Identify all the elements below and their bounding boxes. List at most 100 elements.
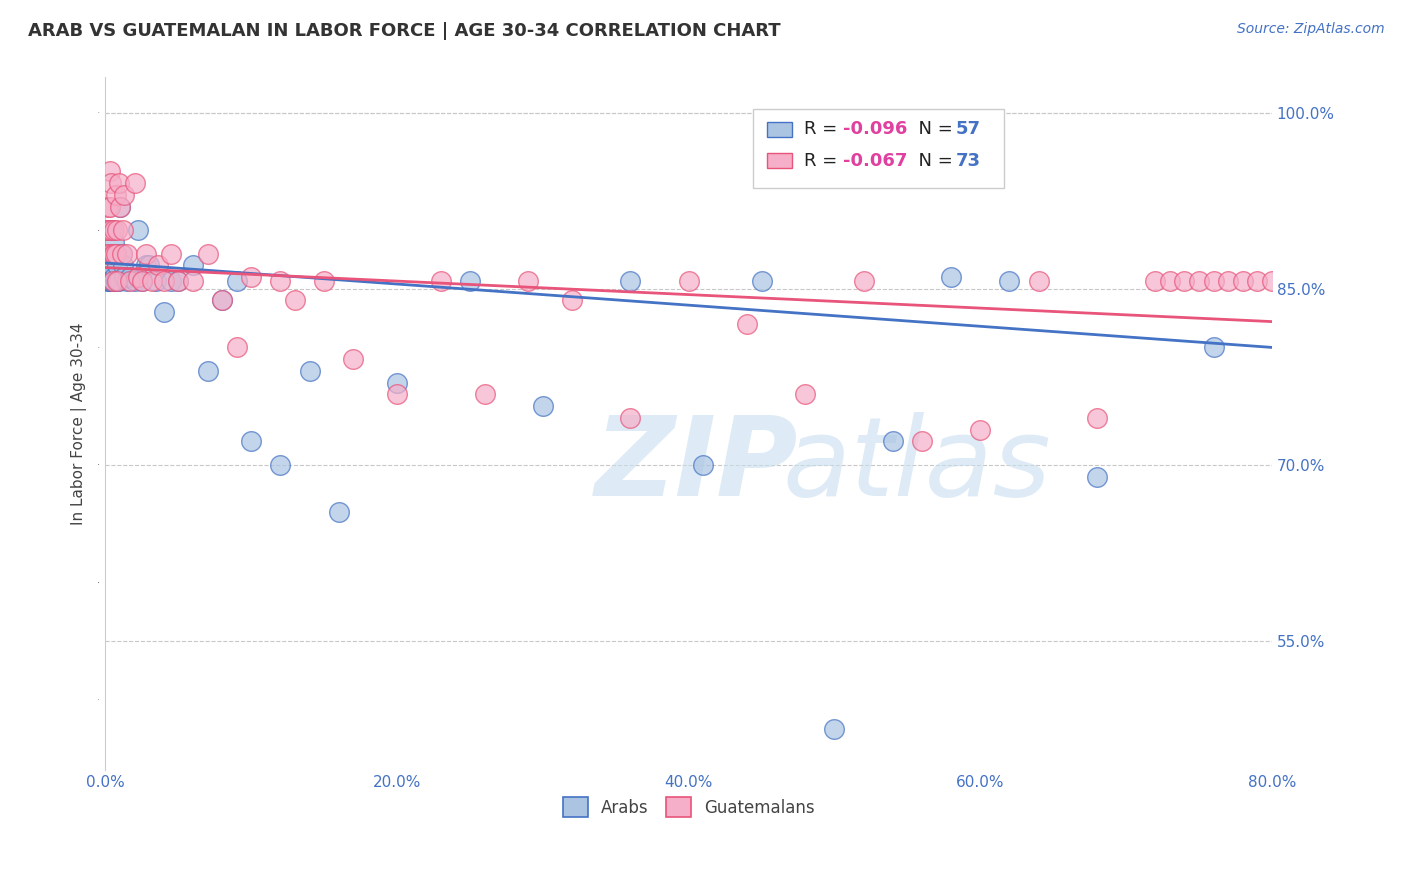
Point xyxy=(107,176,129,190)
Point xyxy=(998,273,1021,287)
Point xyxy=(211,293,233,308)
Point xyxy=(160,246,183,260)
Point xyxy=(145,273,167,287)
Point xyxy=(111,258,134,272)
Point xyxy=(131,273,153,287)
Point xyxy=(98,223,121,237)
Point xyxy=(120,270,142,285)
Point xyxy=(100,176,122,190)
Point xyxy=(269,273,291,287)
Point xyxy=(342,352,364,367)
Point xyxy=(1144,273,1167,287)
Point xyxy=(1378,273,1400,287)
Point xyxy=(181,273,204,287)
Point xyxy=(298,364,321,378)
Point xyxy=(108,200,131,214)
Point xyxy=(100,258,122,272)
Point xyxy=(97,223,120,237)
Point xyxy=(101,273,124,287)
Point xyxy=(458,273,481,287)
Point xyxy=(517,273,540,287)
Point xyxy=(98,164,121,178)
Point xyxy=(110,246,132,260)
FancyBboxPatch shape xyxy=(752,109,1004,188)
Point xyxy=(141,273,163,287)
Point xyxy=(1202,340,1225,354)
Point xyxy=(97,270,120,285)
Y-axis label: In Labor Force | Age 30-34: In Labor Force | Age 30-34 xyxy=(72,323,87,525)
Text: 57: 57 xyxy=(956,120,981,138)
Point xyxy=(197,364,219,378)
Point xyxy=(1218,273,1240,287)
Point xyxy=(98,246,121,260)
Point xyxy=(152,273,174,287)
Point xyxy=(1159,273,1181,287)
Point xyxy=(135,246,157,260)
Point xyxy=(104,273,127,287)
Point xyxy=(1289,273,1312,287)
Point xyxy=(1202,273,1225,287)
Point xyxy=(211,293,233,308)
Point xyxy=(692,458,714,472)
Point xyxy=(284,293,307,308)
Point xyxy=(101,246,124,260)
Point xyxy=(1246,273,1268,287)
FancyBboxPatch shape xyxy=(766,153,793,169)
Point xyxy=(1261,273,1284,287)
Point xyxy=(735,317,758,331)
Point xyxy=(104,246,127,260)
Point xyxy=(104,187,127,202)
Point xyxy=(1173,273,1195,287)
Point xyxy=(160,273,183,287)
Point xyxy=(240,270,263,285)
Point xyxy=(101,246,124,260)
Point xyxy=(531,399,554,413)
Point xyxy=(96,246,118,260)
Point xyxy=(167,273,190,287)
Point xyxy=(1028,273,1050,287)
Point xyxy=(112,187,135,202)
Point xyxy=(167,273,190,287)
Point xyxy=(98,246,121,260)
Point xyxy=(103,223,125,237)
Point xyxy=(152,305,174,319)
Point xyxy=(181,258,204,272)
Text: ARAB VS GUATEMALAN IN LABOR FORCE | AGE 30-34 CORRELATION CHART: ARAB VS GUATEMALAN IN LABOR FORCE | AGE … xyxy=(28,22,780,40)
Point xyxy=(969,423,991,437)
Point xyxy=(385,387,408,401)
Point xyxy=(911,434,934,449)
Text: atlas: atlas xyxy=(782,412,1050,519)
Point xyxy=(98,200,121,214)
Point xyxy=(678,273,700,287)
Point xyxy=(1085,469,1108,483)
Point xyxy=(146,258,169,272)
Point xyxy=(225,273,247,287)
Point xyxy=(111,223,134,237)
Point xyxy=(100,223,122,237)
Point xyxy=(1232,273,1254,287)
Point xyxy=(269,458,291,472)
Point xyxy=(1275,434,1298,449)
Point xyxy=(430,273,453,287)
Point xyxy=(98,273,121,287)
Point xyxy=(98,273,121,287)
Text: R =: R = xyxy=(804,152,844,169)
Point xyxy=(124,273,146,287)
Point xyxy=(225,340,247,354)
Point xyxy=(135,258,157,272)
Point xyxy=(105,223,128,237)
Point xyxy=(97,246,120,260)
Point xyxy=(101,223,124,237)
Point xyxy=(96,273,118,287)
Point xyxy=(314,273,336,287)
Point xyxy=(103,235,125,249)
Point xyxy=(98,258,121,272)
Point xyxy=(794,387,817,401)
Point xyxy=(103,270,125,285)
Legend: Arabs, Guatemalans: Arabs, Guatemalans xyxy=(557,790,821,824)
Text: ZIP: ZIP xyxy=(595,412,799,519)
Point xyxy=(1362,273,1385,287)
Point xyxy=(882,434,904,449)
Point xyxy=(105,258,128,272)
Point xyxy=(852,273,875,287)
